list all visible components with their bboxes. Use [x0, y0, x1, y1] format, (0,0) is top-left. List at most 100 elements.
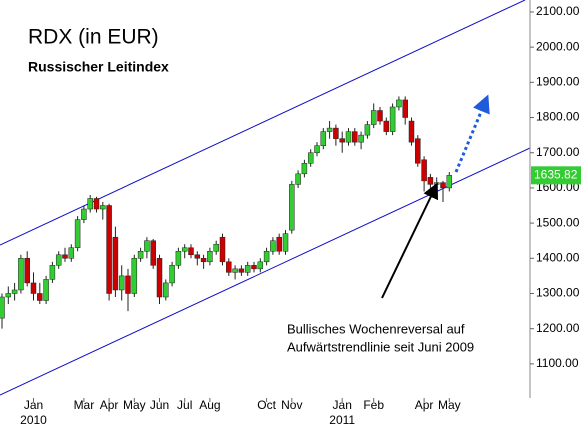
candle-body — [396, 99, 402, 108]
candle-body — [5, 293, 12, 298]
x-tick-label: Jun — [150, 398, 169, 412]
y-tick-label: 1200.00 — [536, 321, 580, 335]
candle-body — [30, 282, 37, 294]
candle-body — [68, 247, 75, 259]
candle-body — [125, 275, 131, 294]
candle-body — [24, 258, 30, 284]
candle-body — [213, 243, 219, 252]
candle-body — [0, 296, 5, 319]
candle-body — [226, 261, 232, 273]
candle-body — [440, 182, 446, 189]
candle-body — [106, 205, 112, 294]
y-tick-label: 1800.00 — [536, 110, 580, 124]
candle-body — [377, 110, 383, 122]
candle-body — [232, 268, 238, 273]
chart-title: RDX (in EUR) — [28, 26, 159, 49]
candle-body — [200, 258, 207, 263]
x-tick-label: May — [123, 398, 146, 412]
x-tick-label: Jan — [333, 398, 352, 412]
chart-subtitle: Russischer Leitindex — [28, 59, 169, 75]
candle-body — [257, 261, 264, 270]
candle-body — [427, 177, 434, 185]
candle-body — [345, 131, 352, 143]
candle-body — [74, 219, 81, 248]
annotation-arrow — [381, 182, 438, 299]
candle-body — [408, 120, 415, 143]
candle-body — [389, 106, 396, 132]
y-tick-label: 1900.00 — [536, 75, 580, 89]
x-tick-label: Jul — [177, 398, 192, 412]
x-tick-label: Feb — [363, 398, 384, 412]
candle-body — [289, 184, 295, 231]
candle-body — [433, 182, 440, 185]
candle-body — [352, 131, 358, 143]
candle-body — [156, 258, 163, 298]
x-tick-label: Apr — [415, 398, 434, 412]
candle-body — [251, 265, 257, 270]
candle-body — [181, 247, 188, 252]
x-year-label: 2011 — [329, 413, 355, 427]
candle-body — [333, 127, 339, 139]
forecast-arrow — [454, 94, 490, 173]
candle-body — [194, 254, 201, 259]
y-tick-label: 1100.00 — [536, 356, 579, 370]
candle-body — [18, 258, 24, 291]
candle-body — [446, 175, 453, 189]
x-tick-label: Aug — [199, 398, 220, 412]
x-tick-label: Apr — [100, 398, 119, 412]
candle-body — [402, 99, 408, 118]
candle-body — [131, 258, 138, 294]
y-tick-label: 2000.00 — [536, 39, 580, 53]
candle-body — [244, 265, 251, 273]
candle-body — [118, 275, 125, 291]
x-tick-label: Mar — [74, 398, 95, 412]
y-tick-label: 1400.00 — [536, 250, 580, 264]
candle-body — [301, 163, 308, 175]
candle-body — [49, 265, 56, 280]
last-price-tag — [531, 166, 581, 185]
candle-body — [307, 152, 314, 164]
candle-body — [339, 138, 345, 143]
y-tick-label: 2100.00 — [536, 4, 580, 18]
annotation: Bullisches Wochenreversal auf — [287, 321, 465, 336]
lower-trend-line — [0, 147, 531, 396]
x-tick-label: May — [438, 398, 461, 412]
candle-body — [415, 138, 421, 164]
candle-body — [383, 120, 390, 132]
candle-body — [175, 251, 182, 266]
candle-body — [81, 208, 87, 220]
candle-body — [270, 240, 276, 252]
x-tick-label: Oct — [257, 398, 276, 412]
candle-body — [43, 279, 49, 301]
candle-body — [326, 127, 333, 132]
last-price-label: 1635.82 — [534, 167, 578, 181]
y-tick-label: 1500.00 — [536, 215, 580, 229]
candle-body — [55, 254, 62, 266]
candle-body — [93, 198, 100, 210]
candle-body — [238, 268, 245, 273]
candle-body — [207, 251, 213, 263]
candle-body — [112, 236, 119, 291]
candle-body — [11, 289, 18, 294]
candle-body — [100, 205, 106, 210]
x-tick-label: Jan — [24, 398, 43, 412]
candle-body — [282, 233, 289, 252]
candle-body — [62, 254, 68, 259]
candle-body — [137, 251, 144, 259]
x-year-label: 2010 — [20, 413, 47, 427]
candle-body — [163, 282, 169, 298]
candle-body — [320, 131, 327, 146]
x-tick-label: Nov — [281, 398, 302, 412]
annotation: Aufwärtstrendlinie seit Juni 2009 — [287, 339, 474, 354]
candle-body — [421, 159, 427, 182]
candle-body — [219, 236, 226, 263]
candle-body — [263, 251, 270, 263]
candle-body — [144, 240, 150, 252]
candle-body — [314, 145, 320, 153]
candles — [0, 96, 453, 329]
candle-body — [150, 240, 156, 266]
candle-body — [276, 236, 282, 252]
y-tick-label: 1300.00 — [536, 286, 580, 300]
